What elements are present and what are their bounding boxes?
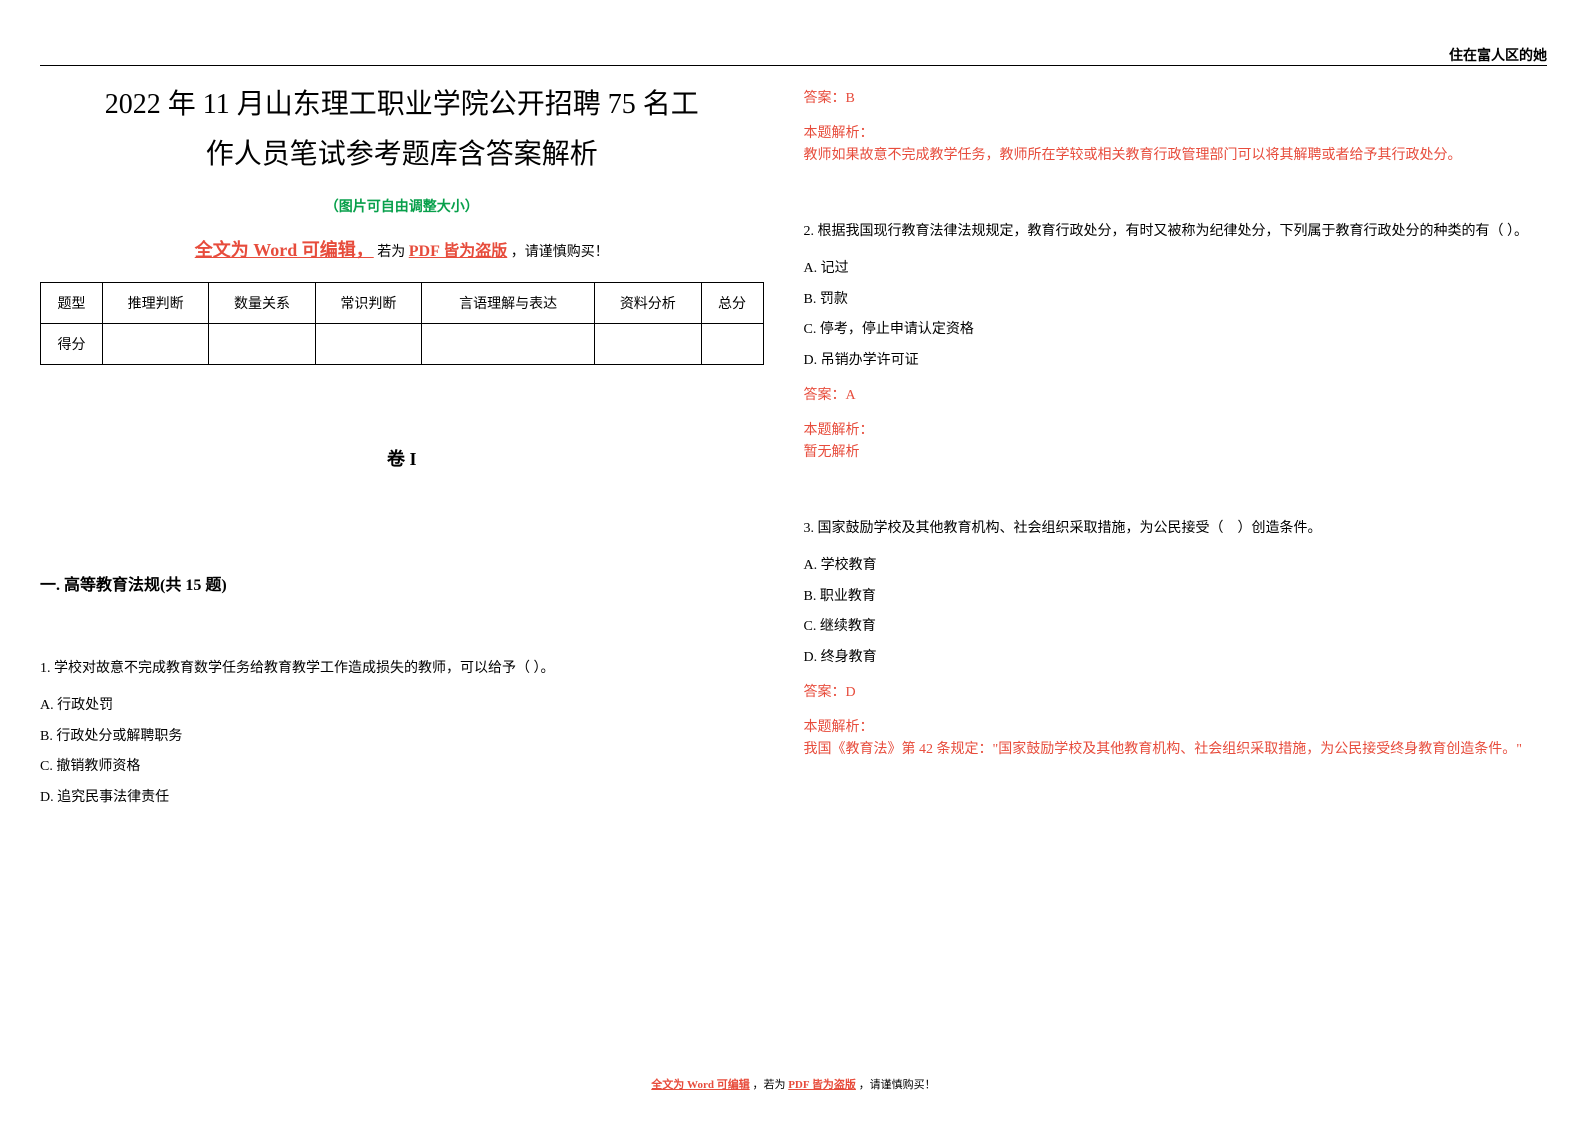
analysis-2-text: 暂无解析 [804, 442, 1548, 464]
table-header-cell: 常识判断 [315, 282, 421, 323]
option-b: B. 职业教育 [804, 582, 1548, 613]
title-line-1: 2022 年 11 月山东理工职业学院公开招聘 75 名工 [105, 89, 699, 120]
question-2: 2. 根据我国现行教育法律法规规定，教育行政处分，有时又被称为纪律处分，下列属于… [804, 218, 1548, 465]
editable-notice: 全文为 Word 可编辑， 若为 PDF 皆为盗版 ，请谨慎购买！ [40, 236, 764, 262]
answer-2: 答案：A [804, 382, 1548, 410]
table-score-row: 得分 [41, 323, 764, 364]
table-header-cell: 资料分析 [595, 282, 701, 323]
header-author: 住在富人区的她 [1449, 45, 1547, 65]
question-text: 3. 国家鼓励学校及其他教育机构、社会组织采取措施，为公民接受（ ）创造条件。 [804, 515, 1548, 543]
table-header-row: 题型 推理判断 数量关系 常识判断 言语理解与表达 资料分析 总分 [41, 282, 764, 323]
option-c: C. 撤销教师资格 [40, 752, 764, 783]
option-c: C. 继续教育 [804, 612, 1548, 643]
analysis-3-label: 本题解析： [804, 717, 1548, 739]
content-wrapper: 2022 年 11 月山东理工职业学院公开招聘 75 名工 作人员笔试参考题库含… [40, 80, 1547, 854]
option-d: D. 终身教育 [804, 643, 1548, 674]
option-a: A. 记过 [804, 254, 1548, 285]
option-c: C. 停考，停止申请认定资格 [804, 315, 1548, 346]
subtitle: （图片可自由调整大小） [40, 196, 764, 216]
analysis-1-text: 教师如果故意不完成教学任务，教师所在学较或相关教育行政管理部门可以将其解聘或者给… [804, 145, 1548, 167]
footer: 全文为 Word 可编辑 ，若为 PDF 皆为盗版 ，请谨慎购买！ [0, 1076, 1587, 1092]
table-header-cell: 推理判断 [102, 282, 208, 323]
score-table: 题型 推理判断 数量关系 常识判断 言语理解与表达 资料分析 总分 得分 [40, 282, 764, 365]
option-d: D. 吊销办学许可证 [804, 346, 1548, 377]
header-divider [40, 65, 1547, 66]
footer-part4: ，请谨慎购买！ [859, 1079, 936, 1091]
option-a: A. 行政处罚 [40, 691, 764, 722]
question-text: 1. 学校对故意不完成教育数学任务给教育教学工作造成损失的教师，可以给予（ ）。 [40, 655, 764, 683]
table-empty-cell [701, 323, 763, 364]
title-line-2: 作人员笔试参考题库含答案解析 [206, 139, 598, 170]
table-header-cell: 题型 [41, 282, 103, 323]
answer-1: 答案：B [804, 85, 1548, 113]
right-column: 答案：B 本题解析： 教师如果故意不完成教学任务，教师所在学较或相关教育行政管理… [794, 80, 1548, 854]
analysis-3-text: 我国《教育法》第 42 条规定："国家鼓励学校及其他教育机构、社会组织采取措施，… [804, 739, 1548, 761]
analysis-2-label: 本题解析： [804, 420, 1548, 442]
section-title: 一. 高等教育法规(共 15 题) [40, 571, 764, 595]
table-empty-cell [209, 323, 315, 364]
table-header-cell: 总分 [701, 282, 763, 323]
answer-3: 答案：D [804, 679, 1548, 707]
question-1: 1. 学校对故意不完成教育数学任务给教育教学工作造成损失的教师，可以给予（ ）。… [40, 655, 764, 814]
footer-part3: PDF 皆为盗版 [788, 1079, 856, 1091]
volume-title: 卷 I [40, 445, 764, 471]
question-text: 2. 根据我国现行教育法律法规规定，教育行政处分，有时又被称为纪律处分，下列属于… [804, 218, 1548, 246]
notice-part3: PDF 皆为盗版 [409, 243, 508, 260]
table-header-cell: 言语理解与表达 [422, 282, 595, 323]
analysis-1-label: 本题解析： [804, 123, 1548, 145]
left-column: 2022 年 11 月山东理工职业学院公开招聘 75 名工 作人员笔试参考题库含… [40, 80, 794, 854]
footer-part1: 全文为 Word 可编辑 [651, 1079, 749, 1091]
option-d: D. 追究民事法律责任 [40, 783, 764, 814]
table-empty-cell [595, 323, 701, 364]
footer-part2: ，若为 [752, 1079, 785, 1091]
notice-part1: 全文为 Word 可编辑， [195, 240, 374, 260]
table-empty-cell [102, 323, 208, 364]
table-header-cell: 数量关系 [209, 282, 315, 323]
option-b: B. 罚款 [804, 285, 1548, 316]
question-3: 3. 国家鼓励学校及其他教育机构、社会组织采取措施，为公民接受（ ）创造条件。 … [804, 515, 1548, 762]
table-empty-cell [315, 323, 421, 364]
table-row-label: 得分 [41, 323, 103, 364]
table-empty-cell [422, 323, 595, 364]
option-b: B. 行政处分或解聘职务 [40, 722, 764, 753]
notice-part2: 若为 [377, 245, 405, 260]
notice-part4: ，请谨慎购买！ [511, 245, 609, 260]
option-a: A. 学校教育 [804, 551, 1548, 582]
main-title: 2022 年 11 月山东理工职业学院公开招聘 75 名工 作人员笔试参考题库含… [40, 80, 764, 181]
